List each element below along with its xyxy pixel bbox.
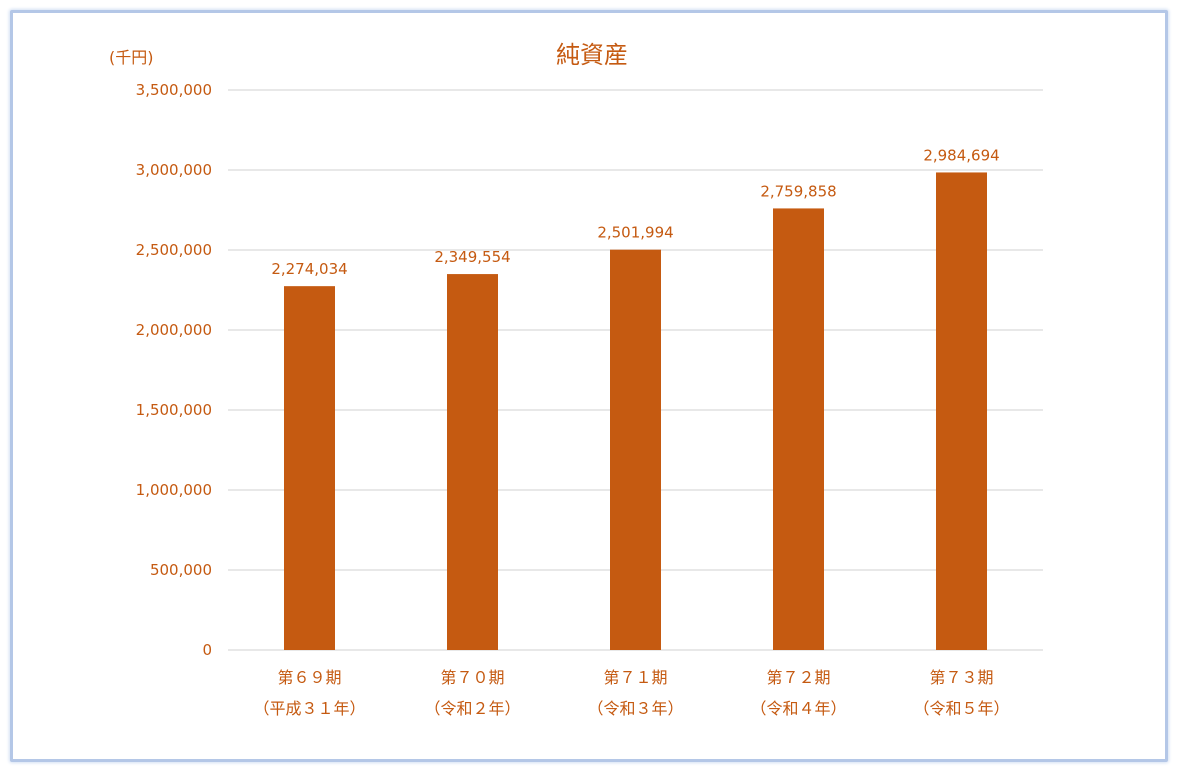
x-category-label: 第７３期	[929, 668, 993, 687]
x-category-sublabel: （令和５年）	[913, 699, 1009, 718]
bars	[284, 172, 987, 650]
y-tick-label: 0	[202, 641, 212, 659]
x-category-sublabel: （令和３年）	[587, 699, 683, 718]
data-label: 2,501,994	[597, 224, 673, 242]
y-tick-label: 3,000,000	[136, 161, 212, 179]
x-category-label: 第７２期	[766, 668, 830, 687]
chart-frame: 純資産 (千円) 0 500,000 1,000,000 1,500,000 2,000…	[10, 10, 1168, 762]
bar	[610, 249, 661, 650]
x-category-sublabel: （平成３１年）	[253, 699, 365, 718]
x-axis-categories: 第６９期 （平成３１年） 第７０期 （令和２年） 第７１期 （令和３年） 第７２期 （令和４年…	[253, 668, 1009, 718]
bar	[447, 274, 498, 650]
y-axis-ticks: 0 500,000 1,000,000 1,500,000 2,000,000 2,500…	[136, 81, 212, 659]
y-tick-label: 2,000,000	[136, 321, 212, 339]
data-label: 2,759,858	[760, 182, 836, 200]
data-label: 2,274,034	[271, 260, 347, 278]
data-label: 2,984,694	[923, 146, 999, 164]
x-category-label: 第６９期	[277, 668, 341, 687]
y-tick-label: 3,500,000	[136, 81, 212, 99]
x-category-sublabel: （令和４年）	[750, 699, 846, 718]
x-category-label: 第７０期	[440, 668, 504, 687]
bar	[773, 208, 824, 650]
data-label: 2,349,554	[434, 248, 510, 266]
x-category-label: 第７１期	[603, 668, 667, 687]
chart-title: 純資産	[556, 41, 628, 69]
y-tick-label: 500,000	[150, 561, 212, 579]
y-axis-unit-label: (千円)	[109, 48, 154, 67]
x-category-sublabel: （令和２年）	[424, 699, 520, 718]
y-tick-label: 1,500,000	[136, 401, 212, 419]
bar	[284, 286, 335, 650]
y-tick-label: 1,000,000	[136, 481, 212, 499]
data-labels: 2,274,034 2,349,554 2,501,994 2,759,858 2,98…	[271, 146, 999, 278]
bar	[936, 172, 987, 650]
net-assets-chart: 純資産 (千円) 0 500,000 1,000,000 1,500,000 2,000…	[109, 41, 1043, 718]
y-tick-label: 2,500,000	[136, 241, 212, 259]
